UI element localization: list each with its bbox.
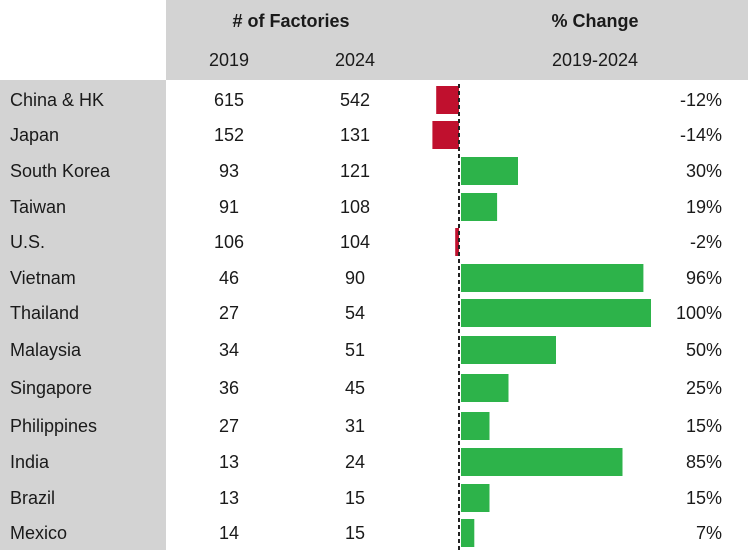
value-2019: 152 — [213, 125, 245, 145]
value-2019: 46 — [218, 268, 240, 288]
value-2019: 14 — [218, 523, 240, 543]
positive-change-bar — [461, 448, 623, 476]
header-background — [166, 0, 748, 80]
change-label: 85% — [685, 452, 722, 472]
country-label: U.S. — [10, 232, 46, 252]
value-2024: 54 — [344, 303, 366, 323]
value-2024: 24 — [344, 452, 366, 472]
country-label: Singapore — [10, 378, 93, 398]
value-2019: 106 — [213, 232, 245, 252]
country-label: Vietnam — [10, 268, 76, 288]
country-label: India — [10, 452, 50, 472]
value-2024: 542 — [339, 90, 371, 110]
change-label: 15% — [685, 488, 722, 508]
value-2024: 51 — [344, 340, 366, 360]
change-label: -2% — [689, 232, 722, 252]
positive-change-bar — [461, 374, 509, 402]
negative-change-bar — [432, 121, 459, 149]
country-label: Philippines — [10, 416, 98, 436]
country-label: China & HK — [10, 90, 105, 110]
value-2019: 13 — [218, 452, 240, 472]
negative-change-bar — [455, 228, 459, 256]
value-2024: 108 — [339, 197, 371, 217]
value-2024: 15 — [344, 523, 366, 543]
change-label: 19% — [685, 197, 722, 217]
value-2024: 121 — [339, 161, 371, 181]
positive-change-bar — [461, 336, 556, 364]
country-label: Mexico — [10, 523, 68, 543]
change-label: 15% — [685, 416, 722, 436]
negative-change-bar — [436, 86, 459, 114]
value-2019: 91 — [218, 197, 240, 217]
change-label: -14% — [679, 125, 722, 145]
value-2019: 615 — [213, 90, 245, 110]
change-label: -12% — [679, 90, 722, 110]
value-2019: 27 — [218, 303, 240, 323]
year-2024-header: 2024 — [334, 50, 376, 70]
positive-change-bar — [461, 412, 490, 440]
country-label: Brazil — [10, 488, 56, 508]
country-column-background — [0, 80, 166, 550]
factories-header: # of Factories — [232, 11, 350, 31]
value-2019: 36 — [218, 378, 240, 398]
value-2024: 45 — [344, 378, 366, 398]
change-label: 7% — [695, 523, 722, 543]
year-2019-header: 2019 — [208, 50, 250, 70]
country-label: Malaysia — [10, 340, 82, 360]
country-label: Taiwan — [10, 197, 67, 217]
positive-change-bar — [461, 157, 518, 185]
value-2019: 34 — [218, 340, 240, 360]
value-2024: 131 — [339, 125, 371, 145]
change-label: 96% — [685, 268, 722, 288]
country-label: Thailand — [10, 303, 80, 323]
positive-change-bar — [461, 519, 475, 547]
country-label: South Korea — [10, 161, 111, 181]
positive-change-bar — [461, 484, 490, 512]
change-label: 50% — [685, 340, 722, 360]
value-2024: 31 — [344, 416, 366, 436]
value-2024: 104 — [339, 232, 371, 252]
country-label: Japan — [10, 125, 60, 145]
change-range-header: 2019-2024 — [551, 50, 639, 70]
value-2019: 27 — [218, 416, 240, 436]
value-2019: 13 — [218, 488, 240, 508]
change-label: 100% — [675, 303, 722, 323]
value-2024: 90 — [344, 268, 366, 288]
positive-change-bar — [461, 299, 651, 327]
change-label: 25% — [685, 378, 722, 398]
positive-change-bar — [461, 264, 644, 292]
change-label: 30% — [685, 161, 722, 181]
positive-change-bar — [461, 193, 498, 221]
value-2024: 15 — [344, 488, 366, 508]
change-header: % Change — [551, 11, 639, 31]
value-2019: 93 — [218, 161, 240, 181]
